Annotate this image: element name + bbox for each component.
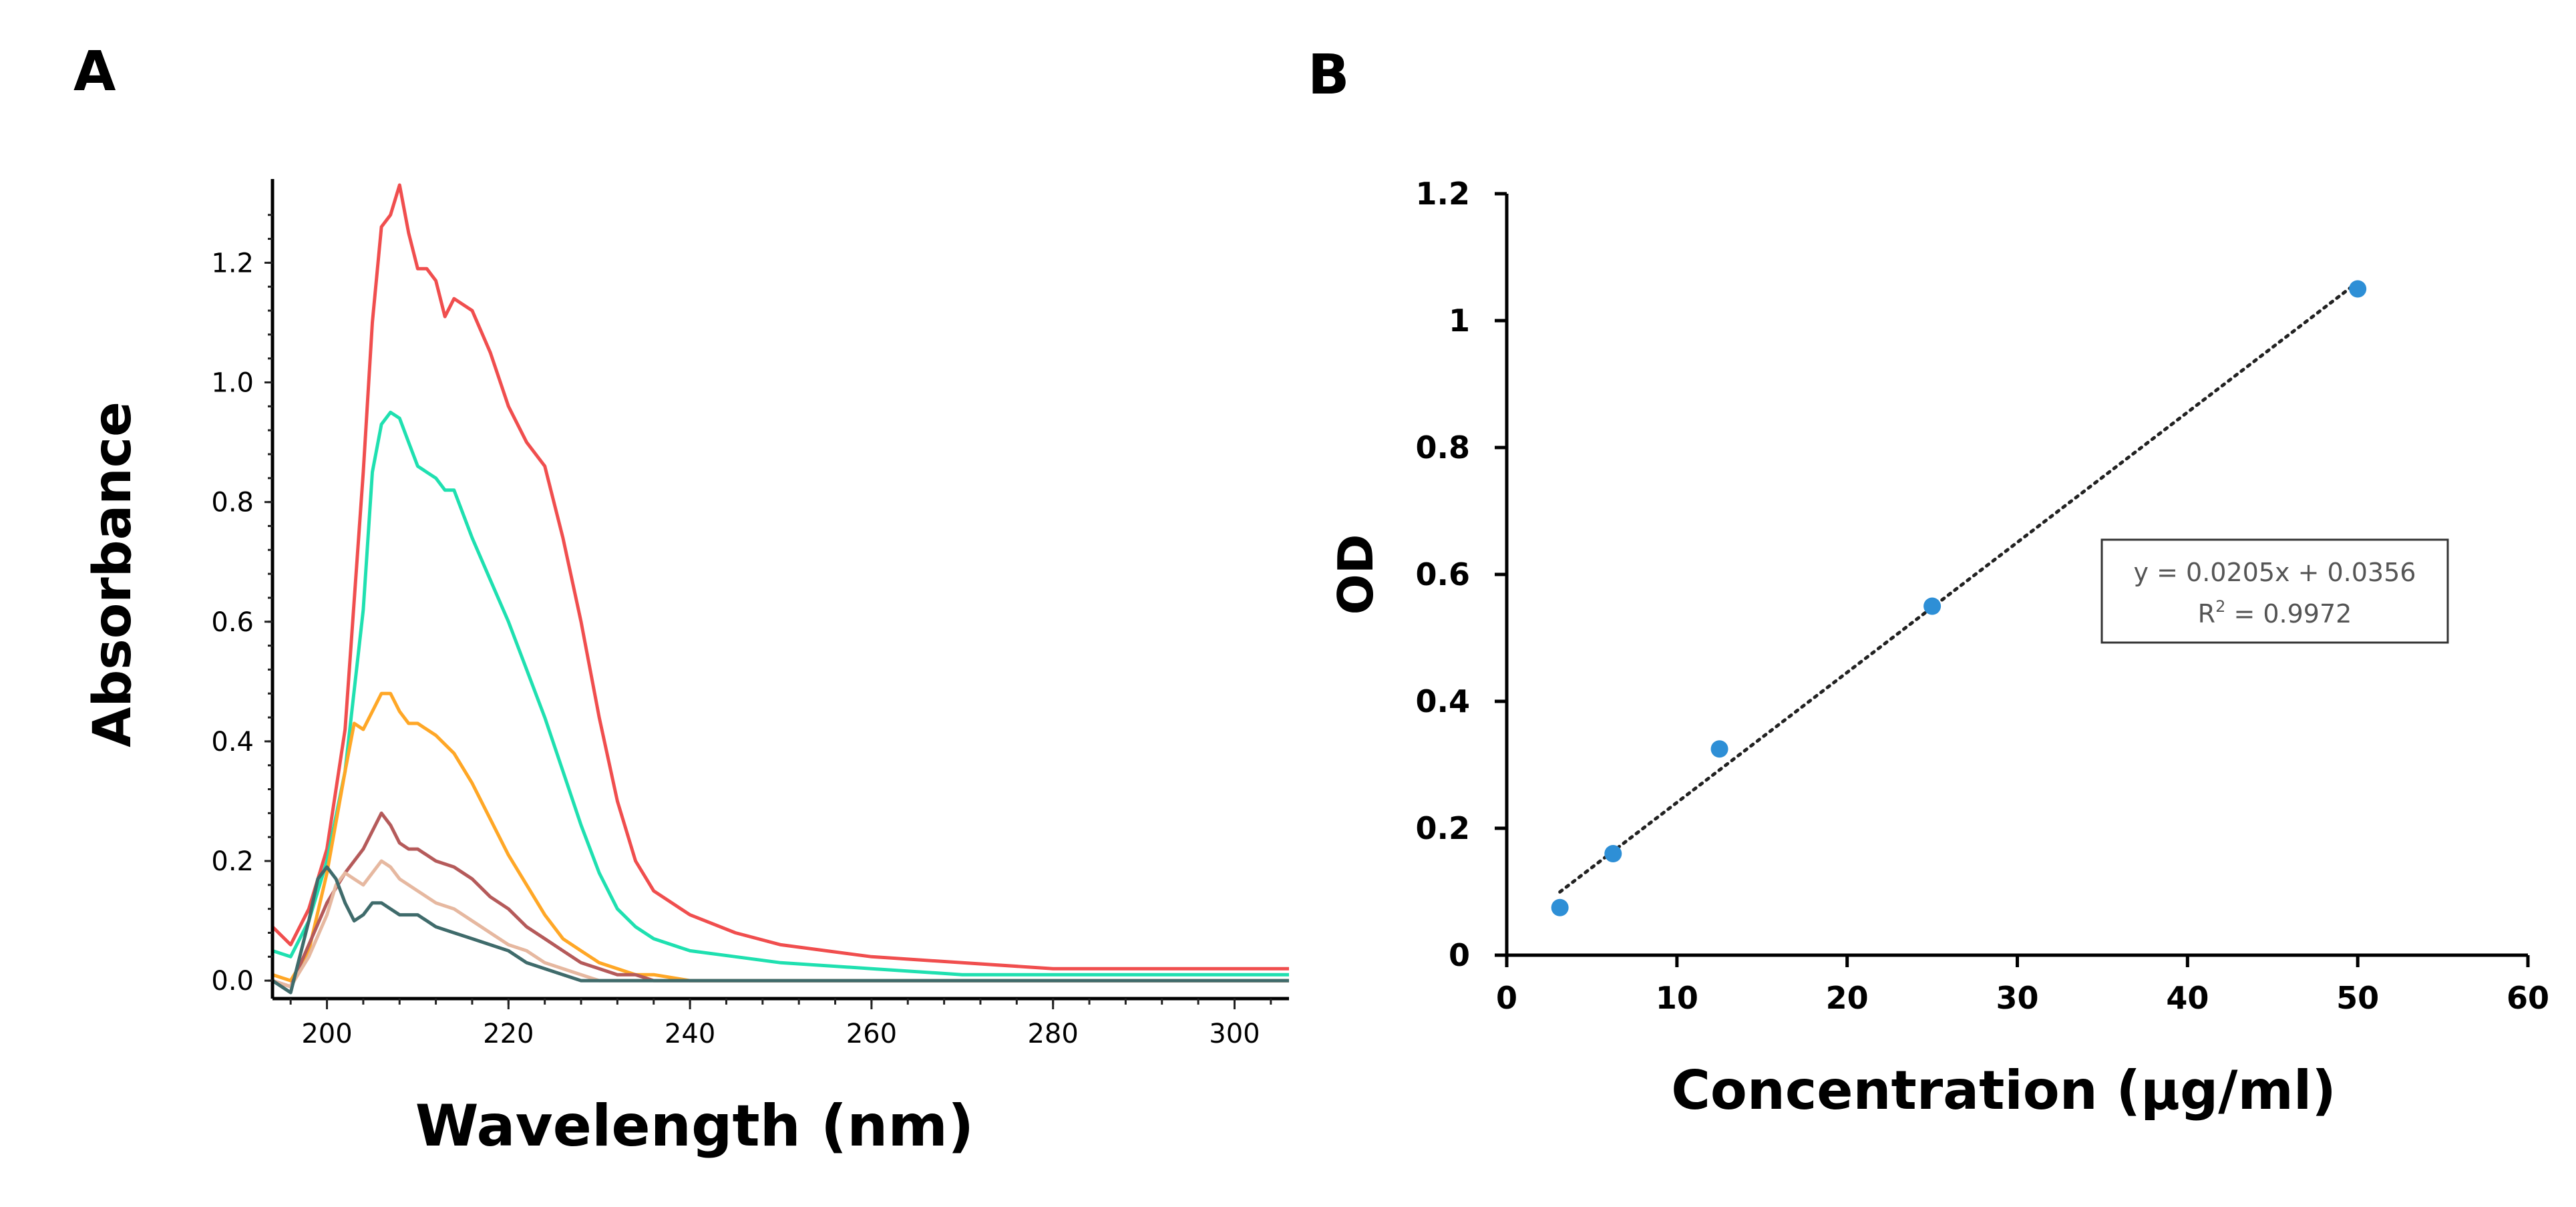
panel-label-a: A (73, 40, 116, 104)
chart-a-x-tick-label: 220 (483, 1019, 534, 1049)
chart-b-x-tick-label: 30 (1996, 980, 2038, 1016)
data-point (1710, 740, 1728, 758)
chart-b-x-tick-label: 20 (1826, 980, 1869, 1016)
chart-b-ticks: 0 0.2 0.4 0.6 0.8 1 1.2 0 10 20 30 40 50 60 (1416, 176, 2550, 1016)
series-line-brown (272, 811, 1289, 989)
chart-b-x-tick-label: 40 (2166, 980, 2209, 1016)
chart-a-y-title: Absorbance (83, 401, 143, 747)
chart-b-y-tick-label: 0.4 (1416, 683, 1471, 719)
series-line-red (271, 183, 1289, 971)
chart-b-y-title: OD (1328, 534, 1384, 615)
chart-a-y-tick-label: 1.2 (211, 248, 254, 279)
chart-a-x-title: Wavelength (nm) (415, 1093, 974, 1160)
chart-b-y-tick-label: 0.8 (1416, 429, 1471, 466)
chart-b-y-tick-label: 0 (1449, 937, 1470, 973)
chart-b-x-tick-label: 0 (1496, 980, 1517, 1016)
trendline-equation: y = 0.0205x + 0.0356 (2134, 558, 2416, 587)
chart-b-y-tick-label: 1 (1449, 303, 1470, 339)
chart-a-x-tick-label: 240 (665, 1019, 715, 1049)
chart-a-series (271, 183, 1289, 995)
r-squared-value: = 0.9972 (2225, 599, 2352, 629)
chart-a-x-tick-label: 200 (301, 1019, 352, 1049)
series-line-orange (272, 691, 1289, 983)
data-point (1604, 845, 1622, 862)
chart-a-x-tick-label: 300 (1209, 1019, 1260, 1049)
r-squared-prefix: R (2198, 599, 2215, 629)
series-line-dark-teal (271, 865, 1289, 995)
chart-b-y-tick-label: 0.6 (1416, 556, 1471, 592)
r-squared-label: R2 = 0.9972 (2198, 597, 2352, 629)
chart-a-y-tick-label: 0.4 (211, 727, 254, 757)
chart-a-y-tick-label: 0.2 (211, 846, 254, 877)
chart-b-x-title: Concentration (µg/ml) (1671, 1059, 2336, 1122)
r-squared-sup: 2 (2215, 597, 2225, 616)
data-point (1551, 898, 1569, 916)
chart-b: 0 0.2 0.4 0.6 0.8 1 1.2 0 10 20 30 40 50 60 y = 0.020… (1328, 176, 2549, 1122)
chart-a-x-tick-label: 280 (1027, 1019, 1078, 1049)
chart-a-y-tick-label: 0.8 (211, 488, 254, 518)
data-point (2349, 280, 2367, 298)
chart-a-y-tick-label: 0.6 (211, 607, 254, 638)
chart-b-y-tick-label: 1.2 (1416, 176, 1471, 212)
panel-label-b: B (1308, 43, 1350, 107)
equation-box (2100, 538, 2449, 644)
trendline (1558, 280, 2360, 894)
chart-b-points (1551, 280, 2367, 916)
chart-b-x-tick-label: 60 (2507, 980, 2549, 1016)
chart-b-x-tick-label: 10 (1656, 980, 1698, 1016)
chart-a-x-tick-label: 260 (846, 1019, 897, 1049)
chart-a-y-tick-label: 1.0 (211, 368, 254, 399)
chart-b-x-tick-label: 50 (2336, 980, 2379, 1016)
chart-a-ticks: 0.0 0.2 0.4 0.6 0.8 1.0 1.2 200 220 240 260 280 300 (211, 214, 1272, 1049)
series-line-green (272, 410, 1289, 977)
chart-a-y-tick-label: 0.0 (211, 966, 254, 997)
data-point (1923, 597, 1942, 615)
chart-b-y-tick-label: 0.2 (1416, 810, 1471, 846)
